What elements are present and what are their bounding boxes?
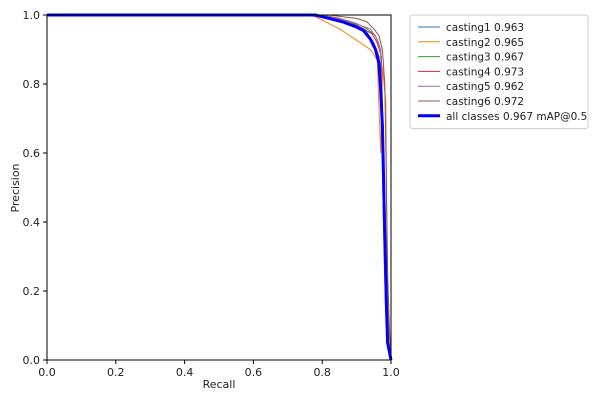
x-tick-label: 1.0 (382, 366, 400, 379)
x-tick-label: 0.8 (313, 366, 331, 379)
y-tick-label: 0.0 (23, 354, 41, 367)
series-line-7 (47, 13, 393, 361)
y-tick-label: 1.0 (23, 9, 41, 22)
x-axis-label: Recall (203, 378, 236, 391)
x-tick-label: 0.0 (38, 366, 56, 379)
axis-layer: 0.0 0.2 0.4 0.6 0.8 1.0 0.0 0.2 0.4 0.6 0.8 1.0 (23, 9, 400, 379)
legend-label-5: casting5 0.962 (446, 81, 524, 93)
legend-label-7: all classes 0.967 mAP@0.5 (446, 111, 587, 123)
legend: casting1 0.963 casting2 0.965 casting3 0.9… (409, 14, 589, 130)
x-tick-label: 0.2 (107, 366, 125, 379)
legend-label-3: casting3 0.967 (446, 52, 524, 64)
y-tick-label: 0.8 (23, 78, 41, 91)
series-layer (47, 13, 393, 361)
y-tick-label: 0.2 (23, 285, 41, 298)
y-tick-label: 0.4 (23, 216, 41, 229)
series-line-6 (47, 14, 392, 361)
watermark-text: 知乎 @AI小怪兽 (456, 371, 558, 388)
legend-label-4: casting4 0.973 (446, 66, 524, 78)
y-axis-label: Precision (9, 163, 22, 212)
x-tick-label: 0.4 (176, 366, 194, 379)
legend-label-2: casting2 0.965 (446, 37, 524, 49)
plot-frame (46, 14, 392, 361)
legend-box (409, 14, 589, 130)
legend-label-1: casting1 0.963 (446, 22, 524, 34)
legend-label-6: casting6 0.972 (446, 96, 524, 108)
x-tick-label: 0.6 (245, 366, 263, 379)
y-tick-label: 0.6 (23, 147, 41, 160)
